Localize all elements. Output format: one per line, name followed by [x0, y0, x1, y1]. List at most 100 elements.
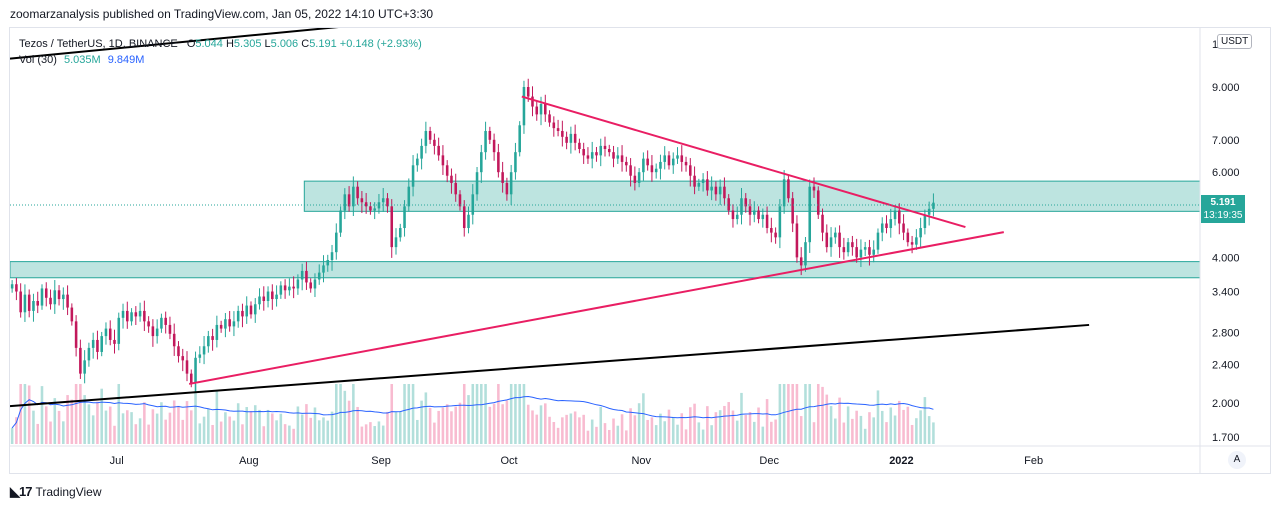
- volume-bar: [177, 405, 180, 444]
- volume-ma-line: [11, 395, 934, 429]
- candle-body: [74, 321, 78, 348]
- candle-body: [484, 130, 487, 153]
- volume-bar: [305, 404, 308, 444]
- candle-body: [160, 317, 163, 329]
- candle-body: [296, 279, 300, 289]
- volume-bar: [390, 384, 394, 444]
- candle-body: [676, 155, 679, 159]
- candle-body: [616, 155, 620, 159]
- candle-body: [283, 285, 287, 291]
- candle-body: [599, 145, 603, 156]
- volume-bar: [403, 384, 406, 444]
- volume-bar: [880, 410, 884, 444]
- volume-bar: [262, 426, 266, 444]
- candle-body: [10, 284, 14, 289]
- candle-body: [228, 319, 231, 327]
- candle-body: [710, 186, 713, 191]
- candle-body: [441, 155, 445, 166]
- volume-bar: [215, 391, 219, 444]
- candle-body: [753, 210, 756, 215]
- volume-bar: [343, 390, 347, 444]
- candle-body: [552, 122, 556, 129]
- volume-bar: [642, 393, 645, 444]
- candle-body: [181, 356, 185, 361]
- volume-bar: [522, 384, 526, 444]
- volume-bar: [599, 406, 603, 444]
- candle-body: [202, 346, 206, 355]
- candle-body: [373, 208, 376, 211]
- candle-body: [189, 373, 193, 383]
- volume-bar: [168, 412, 172, 444]
- volume-bar: [164, 419, 167, 444]
- volume-bar: [147, 424, 150, 444]
- candles: [10, 78, 935, 392]
- volume-bar: [629, 408, 632, 444]
- price-tick-label: 4.000: [1212, 252, 1240, 264]
- volume-bar: [83, 395, 86, 444]
- last-price-tag: 5.191 13:19:35: [1201, 195, 1245, 223]
- candle-body: [288, 286, 291, 291]
- volume-bar: [433, 422, 436, 444]
- candle-body: [808, 186, 812, 243]
- candle-body: [339, 210, 342, 233]
- volume-bar: [898, 400, 901, 444]
- candle-body: [787, 179, 790, 199]
- candle-body: [718, 186, 722, 195]
- volume-bar: [373, 426, 376, 444]
- candle-body: [236, 310, 240, 322]
- candle-body: [885, 223, 888, 229]
- currency-button[interactable]: USDT: [1217, 34, 1253, 49]
- volume-bar: [829, 406, 833, 444]
- volume-bar: [475, 384, 479, 444]
- candle-body: [603, 145, 607, 150]
- candle-body: [309, 282, 312, 289]
- volume-bar: [727, 402, 730, 444]
- volume-bar: [484, 384, 487, 444]
- legend-h-label: H: [225, 38, 234, 50]
- volume-bar: [518, 384, 521, 444]
- volume-bar: [607, 429, 611, 444]
- time-tick-label: Dec: [759, 455, 779, 467]
- volume-bar: [876, 390, 880, 444]
- volume-bar: [219, 421, 223, 444]
- legend-low: 5.006: [270, 38, 299, 50]
- volume-bar: [151, 409, 155, 444]
- volume-bar: [108, 406, 112, 444]
- legend-high: 5.305: [233, 38, 262, 50]
- candle-body: [804, 242, 807, 266]
- candle-body: [578, 142, 581, 150]
- volume-bar: [288, 425, 291, 444]
- volume-bar: [428, 407, 432, 444]
- legend-vol-label[interactable]: Vol (30): [19, 54, 57, 66]
- candle-body: [735, 214, 739, 220]
- candle-body: [164, 317, 167, 325]
- volume-bar: [253, 405, 257, 444]
- candle-body: [177, 346, 180, 357]
- candle-body: [868, 247, 871, 255]
- volume-bar: [757, 407, 760, 444]
- volume-bar: [616, 425, 620, 444]
- volume-bar: [689, 407, 692, 444]
- candle-body: [799, 257, 803, 266]
- candle-body: [689, 165, 692, 176]
- time-tick-label: Jul: [110, 455, 124, 467]
- volume-bar: [868, 412, 871, 444]
- candle-body: [292, 286, 295, 289]
- candle-body: [147, 321, 150, 327]
- volume-bar: [275, 420, 278, 444]
- volume-bar: [706, 406, 709, 444]
- candle-body: [488, 130, 492, 140]
- candle-body: [198, 354, 202, 358]
- volume-bar: [313, 407, 317, 444]
- time-tick-label: 2022: [889, 455, 913, 467]
- volume-bar: [799, 416, 803, 444]
- volume-bars: [10, 384, 935, 444]
- auto-scale-button[interactable]: A: [1228, 451, 1246, 469]
- volume-bar: [671, 416, 675, 444]
- candle-body: [846, 242, 850, 253]
- volume-bar: [582, 414, 585, 444]
- candle-body: [96, 339, 99, 352]
- volume-bar: [744, 414, 748, 444]
- legend-symbol[interactable]: Tezos / TetherUS, 1D, BINANCE: [19, 38, 178, 50]
